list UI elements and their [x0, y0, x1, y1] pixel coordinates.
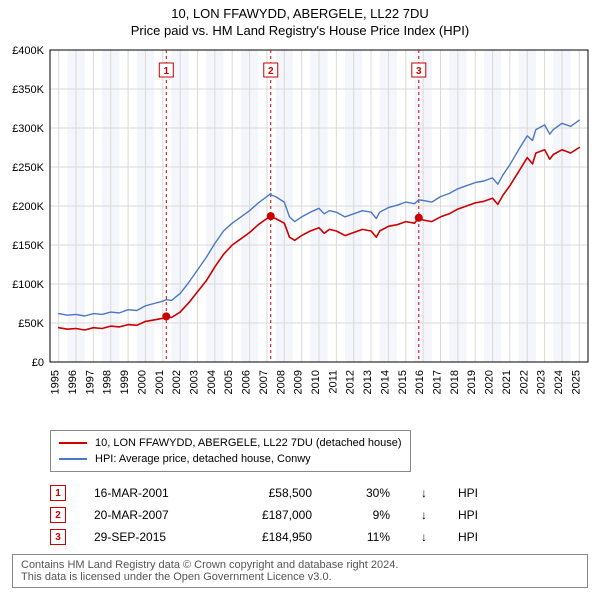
svg-text:1996: 1996 — [67, 370, 79, 394]
titles: 10, LON FFAWYDD, ABERGELE, LL22 7DU Pric… — [0, 0, 600, 38]
down-arrow-icon: ↓ — [418, 530, 430, 544]
svg-text:2003: 2003 — [189, 370, 201, 394]
svg-text:2008: 2008 — [275, 370, 287, 394]
sale-price: £58,500 — [232, 486, 312, 500]
svg-text:2024: 2024 — [553, 370, 565, 394]
svg-text:2022: 2022 — [518, 370, 530, 394]
svg-text:£150K: £150K — [12, 240, 44, 252]
svg-text:£300K: £300K — [12, 123, 44, 135]
svg-text:2023: 2023 — [536, 370, 548, 394]
sale-date: 20-MAR-2007 — [94, 508, 204, 522]
sale-pct: 9% — [340, 508, 390, 522]
svg-text:2013: 2013 — [362, 370, 374, 394]
svg-text:2015: 2015 — [397, 370, 409, 394]
legend-swatch — [59, 458, 87, 460]
sale-date: 29-SEP-2015 — [94, 530, 204, 544]
svg-text:2021: 2021 — [501, 370, 513, 394]
svg-text:2016: 2016 — [414, 370, 426, 394]
svg-text:2004: 2004 — [206, 370, 218, 394]
sale-hpi-suffix: HPI — [458, 530, 488, 544]
sale-pct: 30% — [340, 486, 390, 500]
svg-text:2025: 2025 — [570, 370, 582, 394]
svg-text:£50K: £50K — [18, 318, 44, 330]
svg-text:2017: 2017 — [431, 370, 443, 394]
svg-text:2005: 2005 — [223, 370, 235, 394]
sale-marker-badge: 3 — [50, 529, 66, 545]
sales-table: 1 16-MAR-2001 £58,500 30% ↓ HPI 2 20-MAR-2007 £1… — [50, 482, 588, 548]
down-arrow-icon: ↓ — [418, 508, 430, 522]
svg-text:£400K: £400K — [12, 45, 44, 57]
footer-line-1: Contains HM Land Registry data © Crown c… — [21, 559, 579, 571]
svg-text:2: 2 — [268, 66, 274, 77]
svg-text:2007: 2007 — [258, 370, 270, 394]
sale-marker-badge: 2 — [50, 507, 66, 523]
svg-text:1: 1 — [163, 66, 169, 77]
sales-table-row: 1 16-MAR-2001 £58,500 30% ↓ HPI — [50, 482, 588, 504]
sales-table-row: 3 29-SEP-2015 £184,950 11% ↓ HPI — [50, 526, 588, 548]
down-arrow-icon: ↓ — [418, 486, 430, 500]
sale-hpi-suffix: HPI — [458, 508, 488, 522]
legend-row: HPI: Average price, detached house, Conw… — [59, 451, 402, 467]
line-chart-svg: £0 £50K £100K £150K £200K £250K £300K £350K £400… — [0, 44, 600, 424]
svg-text:£350K: £350K — [12, 84, 44, 96]
svg-text:£250K: £250K — [12, 162, 44, 174]
svg-text:1997: 1997 — [84, 370, 96, 394]
svg-text:2010: 2010 — [310, 370, 322, 394]
sales-table-row: 2 20-MAR-2007 £187,000 9% ↓ HPI — [50, 504, 588, 526]
svg-text:2001: 2001 — [154, 370, 166, 394]
svg-text:2012: 2012 — [345, 370, 357, 394]
sale-date: 16-MAR-2001 — [94, 486, 204, 500]
chart-title-subtitle: Price paid vs. HM Land Registry's House … — [0, 23, 600, 38]
svg-text:1995: 1995 — [50, 370, 62, 394]
attribution-footer: Contains HM Land Registry data © Crown c… — [12, 554, 588, 588]
footer-line-2: This data is licensed under the Open Gov… — [21, 571, 579, 583]
svg-text:£0: £0 — [32, 357, 44, 369]
svg-text:2002: 2002 — [171, 370, 183, 394]
chart-area: £0 £50K £100K £150K £200K £250K £300K £350K £400… — [0, 44, 600, 424]
svg-text:2019: 2019 — [466, 370, 478, 394]
chart-title-address: 10, LON FFAWYDD, ABERGELE, LL22 7DU — [0, 6, 600, 21]
sale-pct: 11% — [340, 530, 390, 544]
legend-label: HPI: Average price, detached house, Conw… — [95, 453, 311, 465]
svg-text:2014: 2014 — [379, 370, 391, 394]
svg-text:2018: 2018 — [449, 370, 461, 394]
svg-text:2020: 2020 — [484, 370, 496, 394]
svg-text:2009: 2009 — [293, 370, 305, 394]
svg-text:1998: 1998 — [102, 370, 114, 394]
svg-text:3: 3 — [416, 66, 422, 77]
legend: 10, LON FFAWYDD, ABERGELE, LL22 7DU (det… — [50, 430, 411, 472]
svg-text:1999: 1999 — [119, 370, 131, 394]
svg-text:2000: 2000 — [136, 370, 148, 394]
chart-container: { "titles": { "address": "10, LON FFAWYD… — [0, 0, 600, 588]
legend-swatch — [59, 442, 87, 444]
sale-hpi-suffix: HPI — [458, 486, 488, 500]
sale-price: £187,000 — [232, 508, 312, 522]
svg-text:£200K: £200K — [12, 201, 44, 213]
svg-text:£100K: £100K — [12, 279, 44, 291]
legend-row: 10, LON FFAWYDD, ABERGELE, LL22 7DU (det… — [59, 435, 402, 451]
sale-price: £184,950 — [232, 530, 312, 544]
legend-label: 10, LON FFAWYDD, ABERGELE, LL22 7DU (det… — [95, 437, 402, 449]
svg-text:2011: 2011 — [327, 370, 339, 394]
sale-marker-badge: 1 — [50, 485, 66, 501]
svg-text:2006: 2006 — [241, 370, 253, 394]
